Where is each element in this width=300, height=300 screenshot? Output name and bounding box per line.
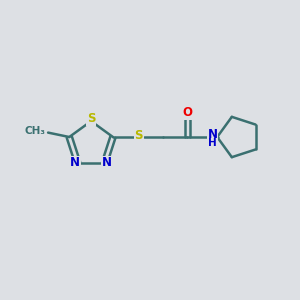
Text: O: O [182, 106, 192, 119]
Text: N: N [208, 128, 218, 142]
Text: H: H [208, 139, 217, 148]
Text: S: S [87, 112, 95, 125]
Text: CH₃: CH₃ [24, 126, 45, 136]
Text: N: N [70, 156, 80, 169]
Text: S: S [135, 129, 143, 142]
Text: N: N [102, 156, 112, 169]
